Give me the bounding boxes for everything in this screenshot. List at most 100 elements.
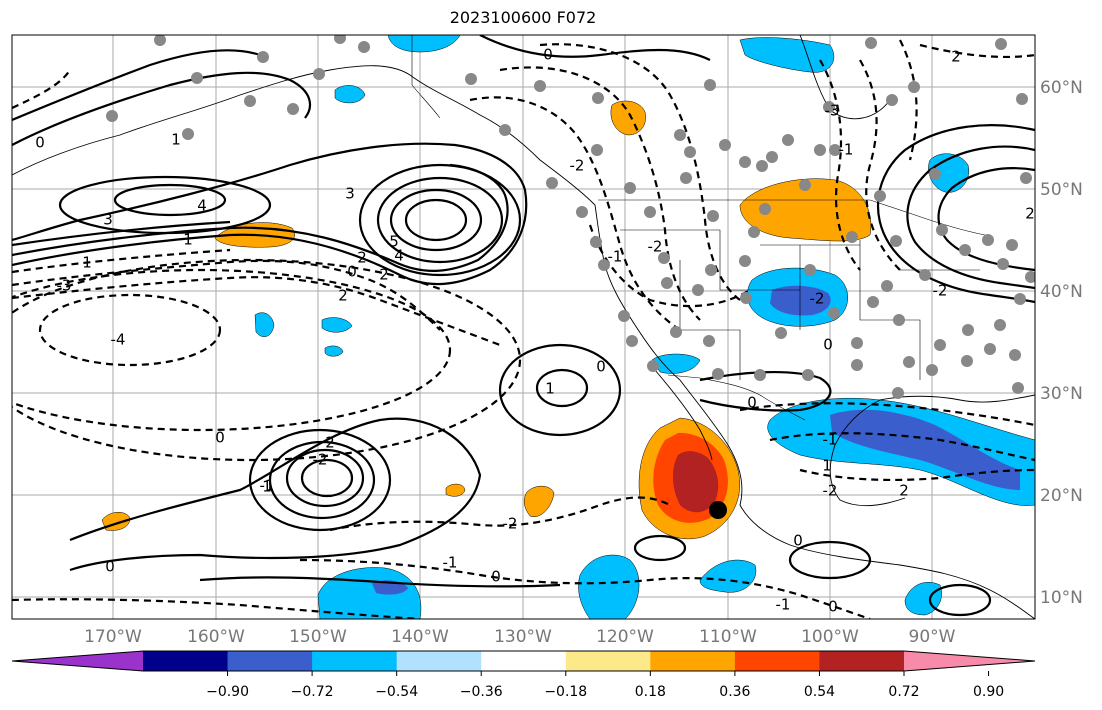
clab-4: 1: [183, 231, 193, 249]
warm-anomaly-mexico-max: [672, 451, 719, 513]
clab-17: -1: [260, 477, 275, 495]
colorbar-swatch: [650, 651, 736, 671]
clab-18: 2: [325, 434, 335, 452]
contour-tropical-small-3: [928, 583, 992, 617]
clab-24: -2: [570, 157, 585, 175]
clab-6: 5: [389, 233, 399, 251]
warm-anomaly-pacific-3: [523, 485, 555, 518]
contour-epac-high-1: [498, 343, 622, 437]
contour-gulf-1: [769, 432, 1035, 462]
clab-8: 2: [379, 266, 389, 284]
contour-east-ridge-2: [906, 145, 1035, 290]
cold-anomaly-gulf-core: [830, 409, 1020, 490]
cold-anomaly-pacific-small-1: [254, 312, 275, 337]
border-alaska-canada: [411, 35, 441, 119]
clab-23: 0: [596, 358, 606, 376]
cold-anomaly-mexico-coast: [578, 554, 640, 619]
lon-label-110w: 110°W: [699, 627, 757, 647]
clab-0: 0: [35, 134, 45, 152]
clab-33: -2: [823, 482, 838, 500]
map-frame: [11, 34, 1036, 620]
lon-label-120w: 120°W: [596, 627, 654, 647]
clab-19: -2: [503, 515, 518, 533]
lon-label-100w: 100°W: [801, 627, 859, 647]
clab-29: -1: [839, 141, 854, 159]
contour-lines: [12, 35, 1035, 619]
contour-coast-trough-1: [469, 96, 681, 331]
contour-east-trough-1: [859, 59, 901, 271]
cold-anomaly-bering: [334, 85, 366, 104]
storm-center-marker: [709, 501, 727, 519]
contour-labels: 0 1 3 4 1 3 5 4 2 2 0 -3 2 1 -4 0 -2 -1 …: [35, 46, 1035, 616]
clab-15: 0: [215, 429, 225, 447]
clab-5: 3: [345, 185, 355, 203]
cold-anomaly-pacific-small-3: [324, 345, 344, 357]
border-us-canada: [598, 199, 986, 236]
colorbar-extend-low: [12, 651, 143, 671]
contour-bering-3: [12, 69, 71, 109]
contour-pacific-high-4: [404, 198, 468, 242]
colorbar: −0.90 −0.72 −0.54 −0.36 −0.18 0.18 0.36 0.54 0.7…: [11, 650, 1036, 700]
contour-subtropic-low-3: [12, 258, 522, 462]
clab-2: 3: [103, 211, 113, 229]
colorbar-tick-label: −0.72: [291, 684, 334, 700]
colorbar-tick-label: −0.18: [544, 684, 587, 700]
contour-coast-trough-4: [588, 224, 751, 308]
contour-jet-neg-2: [12, 276, 501, 347]
contour-jet-neg-1: [12, 259, 441, 331]
contour-coast-trough-2: [499, 66, 701, 321]
contour-tropical-3: [12, 598, 421, 619]
contour-gulf-2: [739, 402, 1035, 427]
clab-41: 0: [828, 598, 838, 616]
colorbar-swatch: [565, 651, 651, 671]
clab-21: -1: [443, 554, 458, 572]
contour-north-1: [479, 35, 711, 61]
contour-south-high-outer: [69, 417, 482, 572]
colorbar-tick-label: −0.90: [206, 684, 249, 700]
contour-tropical-small-1: [633, 534, 687, 562]
clab-16: -2: [313, 451, 328, 469]
contour-epac-high-2: [535, 368, 589, 408]
lon-label-170w: 170°W: [84, 627, 142, 647]
clab-31: 0: [823, 336, 833, 354]
longitude-labels: 170°W 160°W 150°W 140°W 130°W 120°W 110°…: [84, 627, 956, 647]
clab-34: -1: [823, 431, 838, 449]
clab-39: 2: [1025, 205, 1035, 223]
clab-38: 0: [793, 532, 803, 550]
clab-36: 2: [899, 482, 909, 500]
clab-12: 2: [338, 287, 348, 305]
clab-3: 4: [197, 197, 207, 215]
colorbar-swatch: [312, 651, 398, 671]
map-title: 2023100600 F072: [449, 8, 597, 27]
colorbar-swatch: [734, 651, 820, 671]
clab-20: 1: [545, 380, 555, 398]
contour-tropical-zero: [199, 576, 561, 588]
clab-25: -1: [608, 248, 623, 266]
clab-28: -3: [825, 102, 840, 120]
coast-baja-mexico: [679, 379, 1035, 619]
latitude-labels: 60°N 50°N 40°N 30°N 20°N 10°N: [1040, 78, 1083, 608]
contour-jet-neg-3: [12, 248, 231, 274]
border-us-states-a: [620, 229, 801, 330]
lon-label-150w: 150°W: [289, 627, 347, 647]
clab-30: -2: [810, 290, 825, 308]
contour-east-ridge-3: [937, 167, 1035, 272]
contour-west-high-2: [113, 183, 227, 217]
contour-subtropic-low-2: [12, 268, 452, 432]
clab-32: 0: [747, 394, 757, 412]
lat-label-30n: 30°N: [1040, 384, 1083, 404]
lat-label-20n: 20°N: [1040, 486, 1083, 506]
colorbar-tick-label: 0.90: [973, 684, 1004, 700]
lon-label-160w: 160°W: [187, 627, 245, 647]
border-us-states-c: [859, 240, 921, 380]
contour-tropical-1: [329, 496, 671, 532]
border-us-states-b: [679, 260, 741, 380]
colorbar-tick-label: 0.36: [719, 684, 750, 700]
clab-1: 1: [171, 131, 181, 149]
colorbar-tick-label: 0.18: [635, 684, 666, 700]
clab-42: 0: [105, 558, 115, 576]
contour-jet-1: [12, 142, 528, 286]
station-markers: [106, 35, 1035, 399]
lat-label-50n: 50°N: [1040, 180, 1083, 200]
colorbar-extend-high: [904, 651, 1035, 671]
